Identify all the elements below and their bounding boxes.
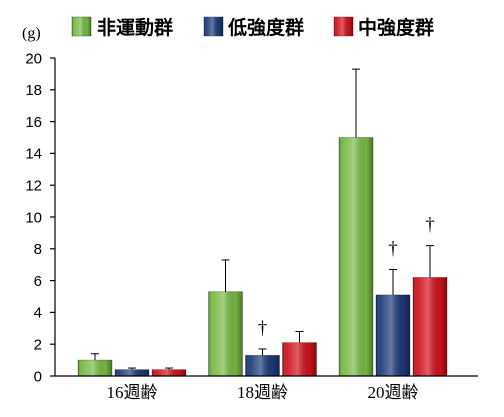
bar-highlight bbox=[208, 291, 243, 376]
legend: 非運動群 低強度群 中強度群 bbox=[71, 16, 434, 39]
legend-swatch-highlight bbox=[72, 17, 91, 36]
y-tick-label: 4 bbox=[34, 305, 42, 322]
bar-highlight bbox=[245, 355, 280, 376]
legend-label: 低強度群 bbox=[227, 16, 304, 39]
legend-swatch-highlight bbox=[334, 17, 353, 36]
y-axis-ticks: 0 2 4 6 8 10 12 14 16 18 20 bbox=[25, 50, 55, 385]
y-tick-label: 8 bbox=[34, 241, 42, 258]
y-axis-unit-label: (g) bbox=[22, 25, 41, 42]
y-tick-label: 2 bbox=[34, 336, 42, 353]
y-tick-label: 18 bbox=[25, 82, 42, 99]
x-tick-label: 16週齢 bbox=[107, 383, 158, 402]
legend-label: 非運動群 bbox=[97, 16, 173, 39]
y-tick-label: 16 bbox=[25, 114, 42, 131]
bars-layer: † † † bbox=[77, 68, 448, 377]
y-tick-label: 0 bbox=[34, 368, 42, 385]
legend-item-series-1: 非運動群 bbox=[71, 16, 173, 39]
bar-highlight bbox=[376, 294, 410, 376]
legend-item-series-3: 中強度群 bbox=[333, 16, 434, 39]
y-tick-label: 6 bbox=[34, 273, 42, 290]
bar-highlight bbox=[413, 277, 447, 376]
legend-item-series-2: 低強度群 bbox=[203, 16, 304, 39]
significance-mark: † bbox=[388, 238, 398, 259]
bar-highlight bbox=[115, 369, 149, 376]
y-tick-label: 14 bbox=[25, 146, 42, 163]
x-tick-label: 20週齢 bbox=[368, 383, 419, 402]
bar-highlight bbox=[339, 137, 373, 376]
bar-highlight bbox=[282, 342, 317, 376]
x-axis-labels: 16週齢 18週齢 20週齢 bbox=[107, 383, 419, 402]
legend-label: 中強度群 bbox=[358, 16, 434, 39]
x-tick-label: 18週齢 bbox=[237, 383, 288, 402]
bar-highlight bbox=[152, 369, 186, 376]
legend-swatch-highlight bbox=[204, 17, 223, 36]
y-tick-label: 10 bbox=[25, 209, 42, 226]
y-tick-label: 12 bbox=[25, 177, 42, 194]
significance-mark: † bbox=[258, 318, 268, 339]
y-tick-label: 20 bbox=[25, 50, 42, 67]
significance-mark: † bbox=[425, 215, 435, 236]
bar-highlight bbox=[78, 360, 112, 376]
